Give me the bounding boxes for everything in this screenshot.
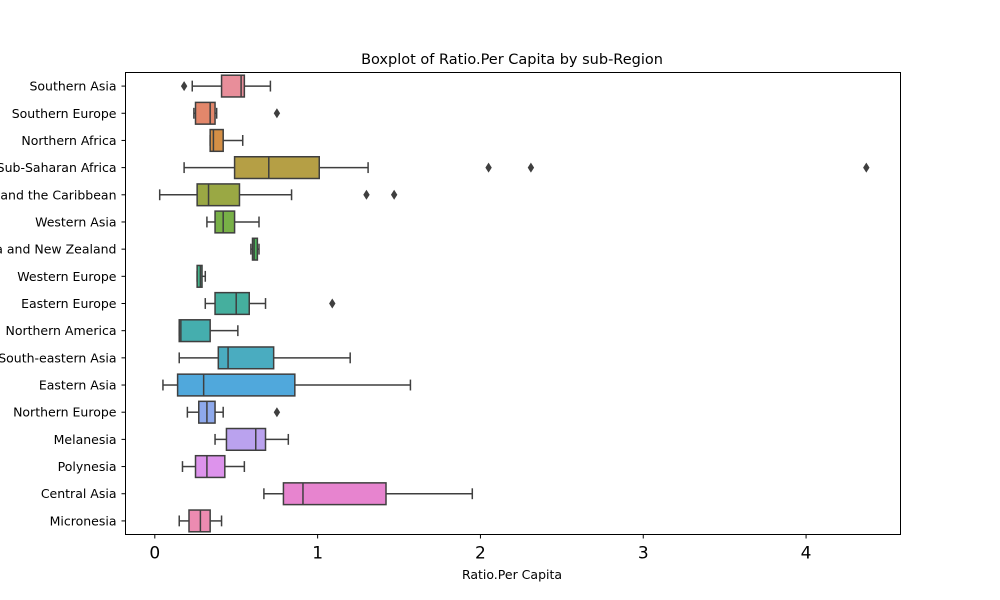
y-tick-label: Latin America and the Caribbean bbox=[0, 187, 117, 202]
outlier-point bbox=[527, 162, 535, 173]
box-group bbox=[158, 183, 398, 207]
box-iqr bbox=[194, 454, 226, 479]
y-tick-label: Central Asia bbox=[41, 486, 117, 501]
box-iqr bbox=[188, 509, 211, 533]
box-iqr bbox=[251, 237, 259, 261]
box-iqr bbox=[196, 183, 241, 207]
y-ticks: Southern Asia Southern Europe Northern Afr… bbox=[0, 79, 126, 528]
box-iqr bbox=[214, 291, 250, 316]
chart-title: Boxplot of Ratio.Per Capita by sub-Regio… bbox=[361, 52, 663, 68]
y-tick-label: Northern Europe bbox=[13, 405, 117, 420]
y-tick-label: Australia and New Zealand bbox=[0, 242, 117, 257]
x-axis-label: Ratio.Per Capita bbox=[462, 567, 562, 582]
y-tick-label: Sub-Saharan Africa bbox=[0, 160, 117, 175]
box-group bbox=[180, 74, 272, 98]
outlier-point bbox=[863, 162, 870, 173]
outlier-point bbox=[363, 189, 370, 200]
box-iqr bbox=[233, 155, 320, 180]
box-iqr bbox=[225, 427, 267, 452]
box-iqr bbox=[217, 346, 275, 370]
outlier-point bbox=[273, 407, 281, 418]
box-group bbox=[204, 291, 336, 316]
outlier-point bbox=[329, 298, 336, 309]
x-tick-label: 2 bbox=[475, 544, 486, 564]
box-group bbox=[178, 346, 351, 370]
y-tick-label: Western Asia bbox=[35, 214, 116, 229]
box-group bbox=[214, 427, 290, 452]
y-tick-label: Eastern Europe bbox=[21, 296, 117, 311]
y-tick-label: Southern Asia bbox=[29, 79, 116, 94]
box-group bbox=[162, 373, 412, 397]
y-tick-label: Eastern Asia bbox=[39, 378, 117, 393]
y-tick-label: Polynesia bbox=[58, 459, 117, 474]
x-tick-label: 3 bbox=[638, 544, 649, 564]
outlier-point bbox=[390, 189, 398, 200]
box-group bbox=[178, 319, 239, 343]
y-tick-label: Melanesia bbox=[54, 432, 117, 447]
box-iqr bbox=[214, 210, 236, 234]
box-group bbox=[178, 509, 223, 533]
box-iqr bbox=[194, 101, 216, 125]
box-iqr bbox=[196, 264, 203, 288]
box-group bbox=[183, 155, 870, 180]
box-iqr bbox=[220, 74, 246, 98]
x-tick-label: 4 bbox=[801, 544, 812, 564]
box-group bbox=[186, 400, 281, 424]
box-iqr bbox=[176, 373, 296, 397]
x-ticks: 0 1 2 3 4 bbox=[149, 534, 812, 564]
box-group bbox=[181, 454, 246, 479]
box-iqr bbox=[282, 482, 387, 506]
box-group bbox=[263, 482, 474, 506]
x-tick-label: 1 bbox=[312, 544, 323, 564]
box-iqr bbox=[209, 128, 224, 153]
box-group bbox=[206, 210, 260, 234]
x-tick-label: 0 bbox=[149, 544, 160, 564]
y-tick-label: Southern Europe bbox=[12, 106, 117, 121]
box-group bbox=[209, 128, 244, 153]
y-tick-label: Northern America bbox=[5, 323, 116, 338]
outlier-point bbox=[180, 81, 188, 92]
y-tick-label: Micronesia bbox=[50, 513, 117, 528]
box-group bbox=[250, 237, 260, 261]
outlier-point bbox=[273, 108, 281, 119]
y-tick-label: Northern Africa bbox=[21, 133, 116, 148]
box-group bbox=[196, 264, 207, 288]
y-tick-label: Western Europe bbox=[17, 269, 117, 284]
box-iqr bbox=[178, 319, 211, 343]
y-tick-label: South-eastern Asia bbox=[0, 350, 117, 365]
boxes-layer bbox=[158, 74, 870, 533]
outlier-point bbox=[485, 162, 492, 173]
box-group bbox=[193, 101, 281, 125]
